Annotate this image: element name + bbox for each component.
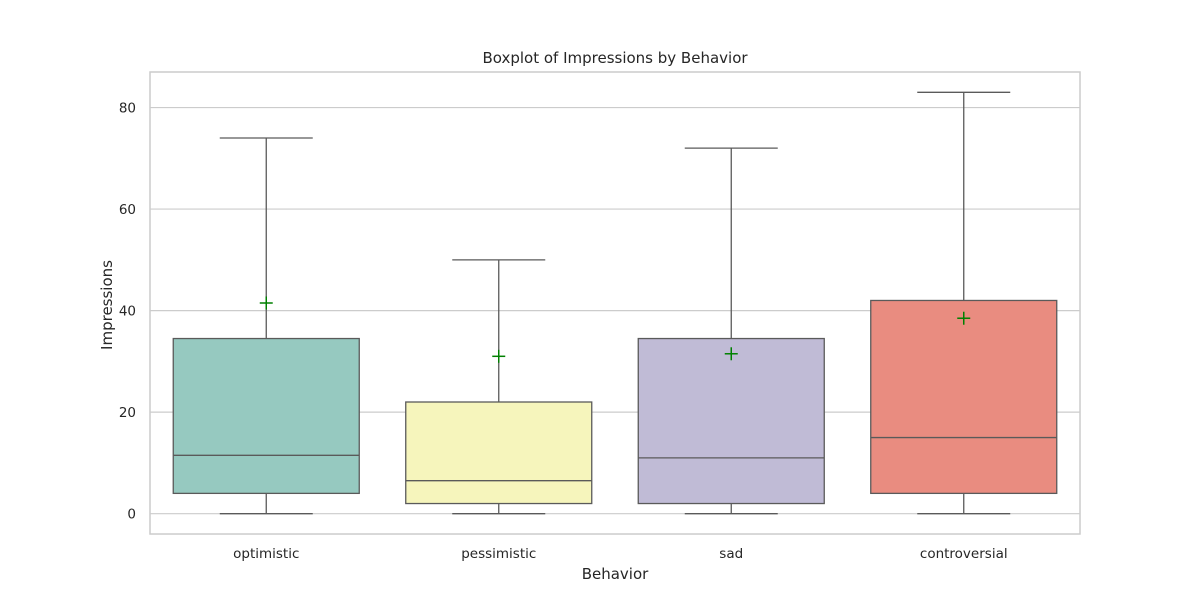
box-sad bbox=[637, 147, 825, 515]
y-tick-labels: 0 20 40 60 80 bbox=[119, 101, 136, 523]
box-controversial bbox=[870, 91, 1058, 515]
x-axis-label: Behavior bbox=[582, 565, 649, 583]
plot-frame bbox=[149, 71, 1081, 535]
x-tick-label-sad: sad bbox=[719, 546, 743, 562]
y-tick-label: 20 bbox=[119, 405, 136, 421]
iqr-box bbox=[172, 337, 360, 495]
iqr-box bbox=[637, 337, 825, 505]
y-tick-label: 80 bbox=[119, 101, 136, 117]
x-tick-label-optimistic: optimistic bbox=[233, 546, 299, 562]
x-tick-label-pessimistic: pessimistic bbox=[461, 546, 536, 562]
x-tick-labels: optimistic pessimistic sad controversial bbox=[233, 546, 1007, 562]
y-tick-label: 60 bbox=[119, 202, 136, 218]
box-layer bbox=[172, 91, 1058, 515]
box-pessimistic bbox=[405, 259, 593, 515]
box-optimistic bbox=[172, 137, 360, 515]
chart-title: Boxplot of Impressions by Behavior bbox=[482, 49, 748, 67]
y-tick-label: 0 bbox=[127, 507, 136, 523]
iqr-box bbox=[405, 401, 593, 505]
y-axis-label: Impressions bbox=[98, 260, 116, 350]
x-tick-label-controversial: controversial bbox=[920, 546, 1008, 562]
y-tick-label: 40 bbox=[119, 304, 136, 320]
iqr-box bbox=[870, 299, 1058, 495]
